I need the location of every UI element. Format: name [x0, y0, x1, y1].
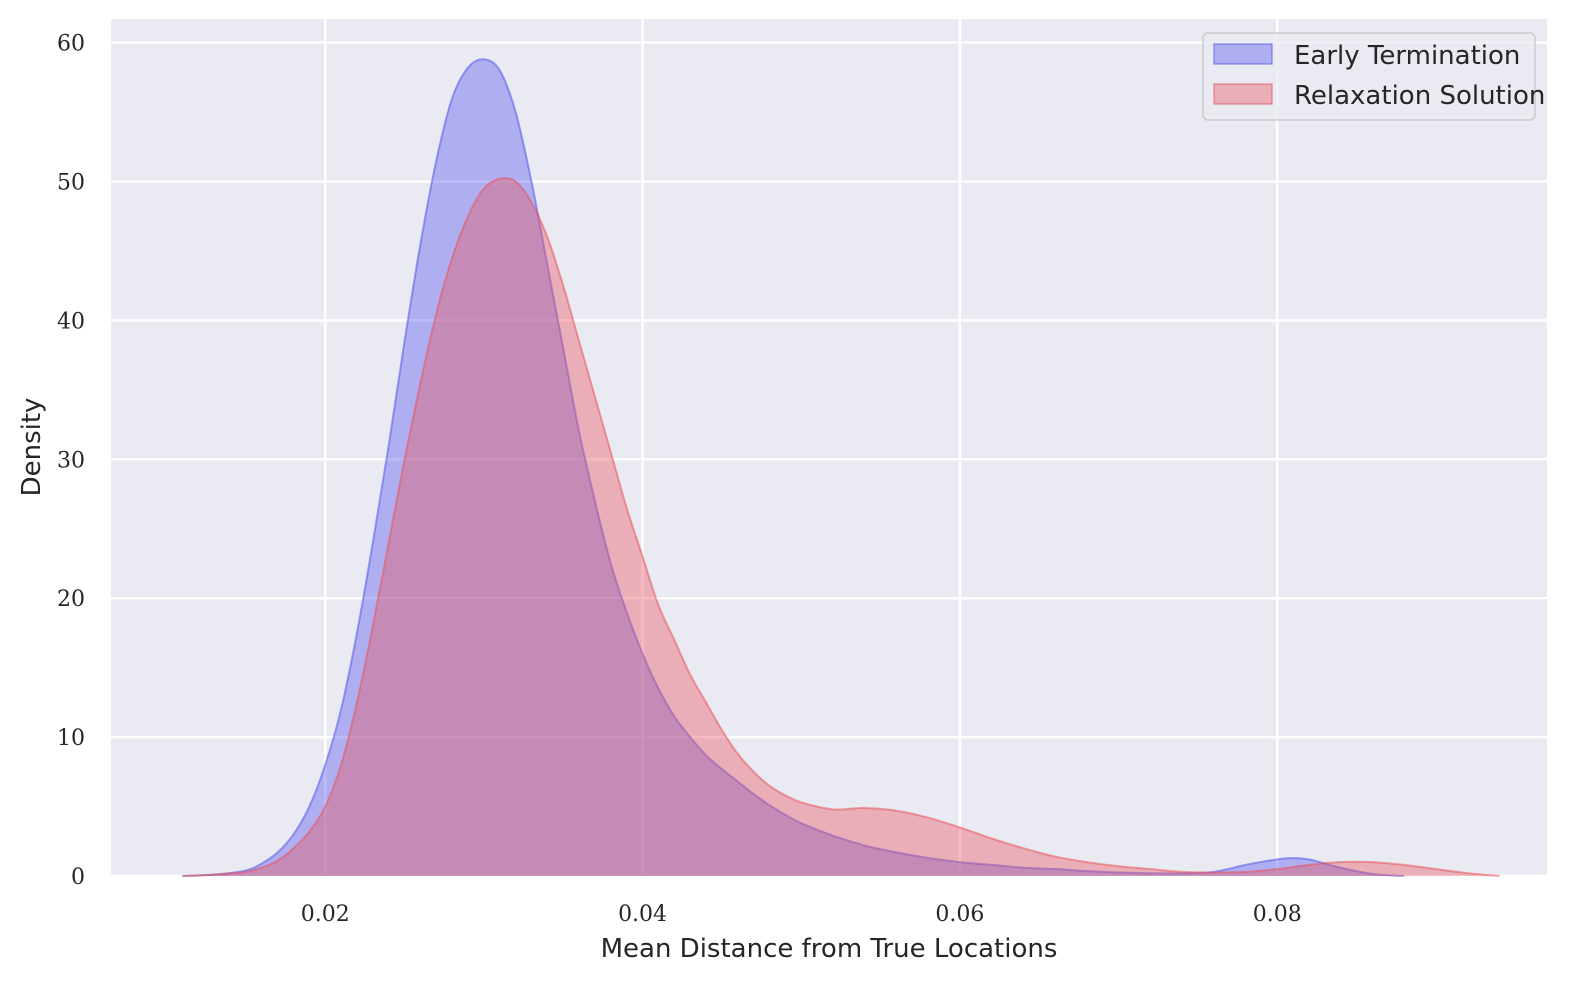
- legend: Early Termination Relaxation Solution: [1202, 32, 1545, 121]
- x-tick-label: 0.08: [1253, 902, 1302, 927]
- series-areas: [182, 58, 1500, 877]
- y-tick-label: 30: [57, 448, 85, 473]
- density-line-relaxation-solution: [182, 177, 1500, 877]
- legend-box: [1202, 32, 1536, 121]
- legend-label-early-termination: Early Termination: [1294, 41, 1520, 71]
- y-tick-label: 40: [57, 309, 85, 334]
- x-tick-label: 0.02: [301, 902, 350, 927]
- y-tick-label: 0: [71, 865, 85, 890]
- y-tick-label: 10: [57, 726, 85, 751]
- y-tick-label: 20: [57, 587, 85, 612]
- legend-swatch-relaxation-solution: [1213, 83, 1273, 105]
- y-tick-label: 60: [57, 32, 85, 57]
- x-axis-label: Mean Distance from True Locations: [601, 934, 1058, 964]
- x-tick-label: 0.06: [935, 902, 984, 927]
- axis-ticks: 0.02 0.04 0.06 0.08 0 10 20 30 40 50 60: [57, 32, 1302, 927]
- legend-swatch-early-termination: [1213, 43, 1273, 65]
- density-area-early-termination: [182, 59, 1405, 876]
- y-tick-label: 50: [57, 171, 85, 196]
- density-area-relaxation-solution: [182, 178, 1500, 876]
- y-axis-label: Density: [17, 398, 47, 497]
- legend-label-relaxation-solution: Relaxation Solution: [1294, 81, 1545, 111]
- x-tick-label: 0.04: [618, 902, 667, 927]
